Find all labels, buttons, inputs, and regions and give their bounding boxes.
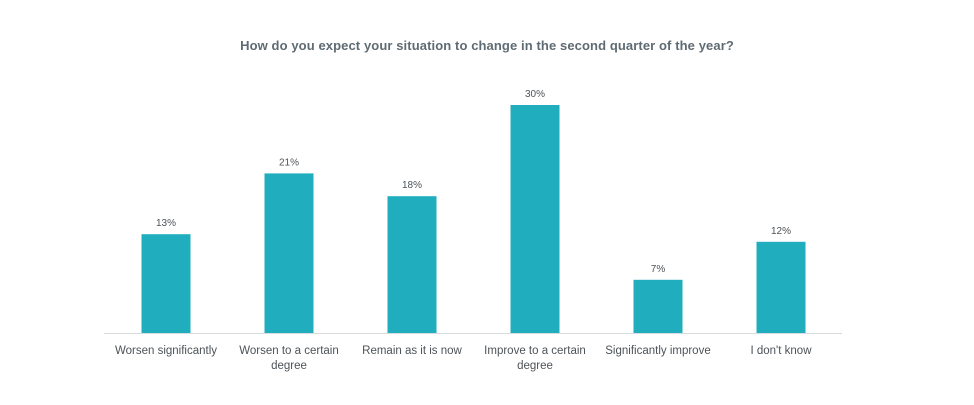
x-tick-label-line: Significantly improve xyxy=(605,345,710,357)
bar-value-label: 7% xyxy=(651,264,666,275)
bar-value-label: 12% xyxy=(771,226,791,237)
x-tick-label-line: Improve to a certain xyxy=(484,345,586,357)
x-tick-label-line: Remain as it is now xyxy=(362,345,462,357)
bar xyxy=(510,105,560,333)
bar xyxy=(633,279,683,333)
x-tick-label: Remain as it is now xyxy=(362,345,462,357)
bar xyxy=(387,196,437,333)
x-tick-label: Worsen to a certain degree xyxy=(239,345,339,372)
bar xyxy=(264,173,314,333)
x-tick-label: Significantly improve xyxy=(605,345,710,357)
x-tick-label: Worsen significantly xyxy=(115,345,217,357)
bar xyxy=(756,241,806,333)
bar-value-label: 21% xyxy=(279,157,299,168)
x-tick-label-line: I don't know xyxy=(750,345,812,357)
bar-value-label: 18% xyxy=(402,180,422,191)
bars-layer xyxy=(141,105,806,333)
x-tick-label: I don't know xyxy=(750,345,812,357)
x-tick-label-line: degree xyxy=(517,360,553,372)
x-tick-labels: Worsen significantly Worsen to a certain d… xyxy=(115,345,812,372)
x-tick-label-line: Worsen to a certain xyxy=(239,345,339,357)
bar-value-label: 13% xyxy=(156,218,176,229)
labels-layer: 13% 21% 18% 30% 7% 12% xyxy=(156,89,791,275)
x-tick-label-line: degree xyxy=(271,360,307,372)
bar-value-label: 30% xyxy=(525,89,545,100)
x-tick-label-line: Worsen significantly xyxy=(115,345,217,357)
bar xyxy=(141,234,191,333)
x-tick-label: Improve to a certain degree xyxy=(484,345,586,372)
chart-title: How do you expect your situation to chan… xyxy=(240,38,734,53)
